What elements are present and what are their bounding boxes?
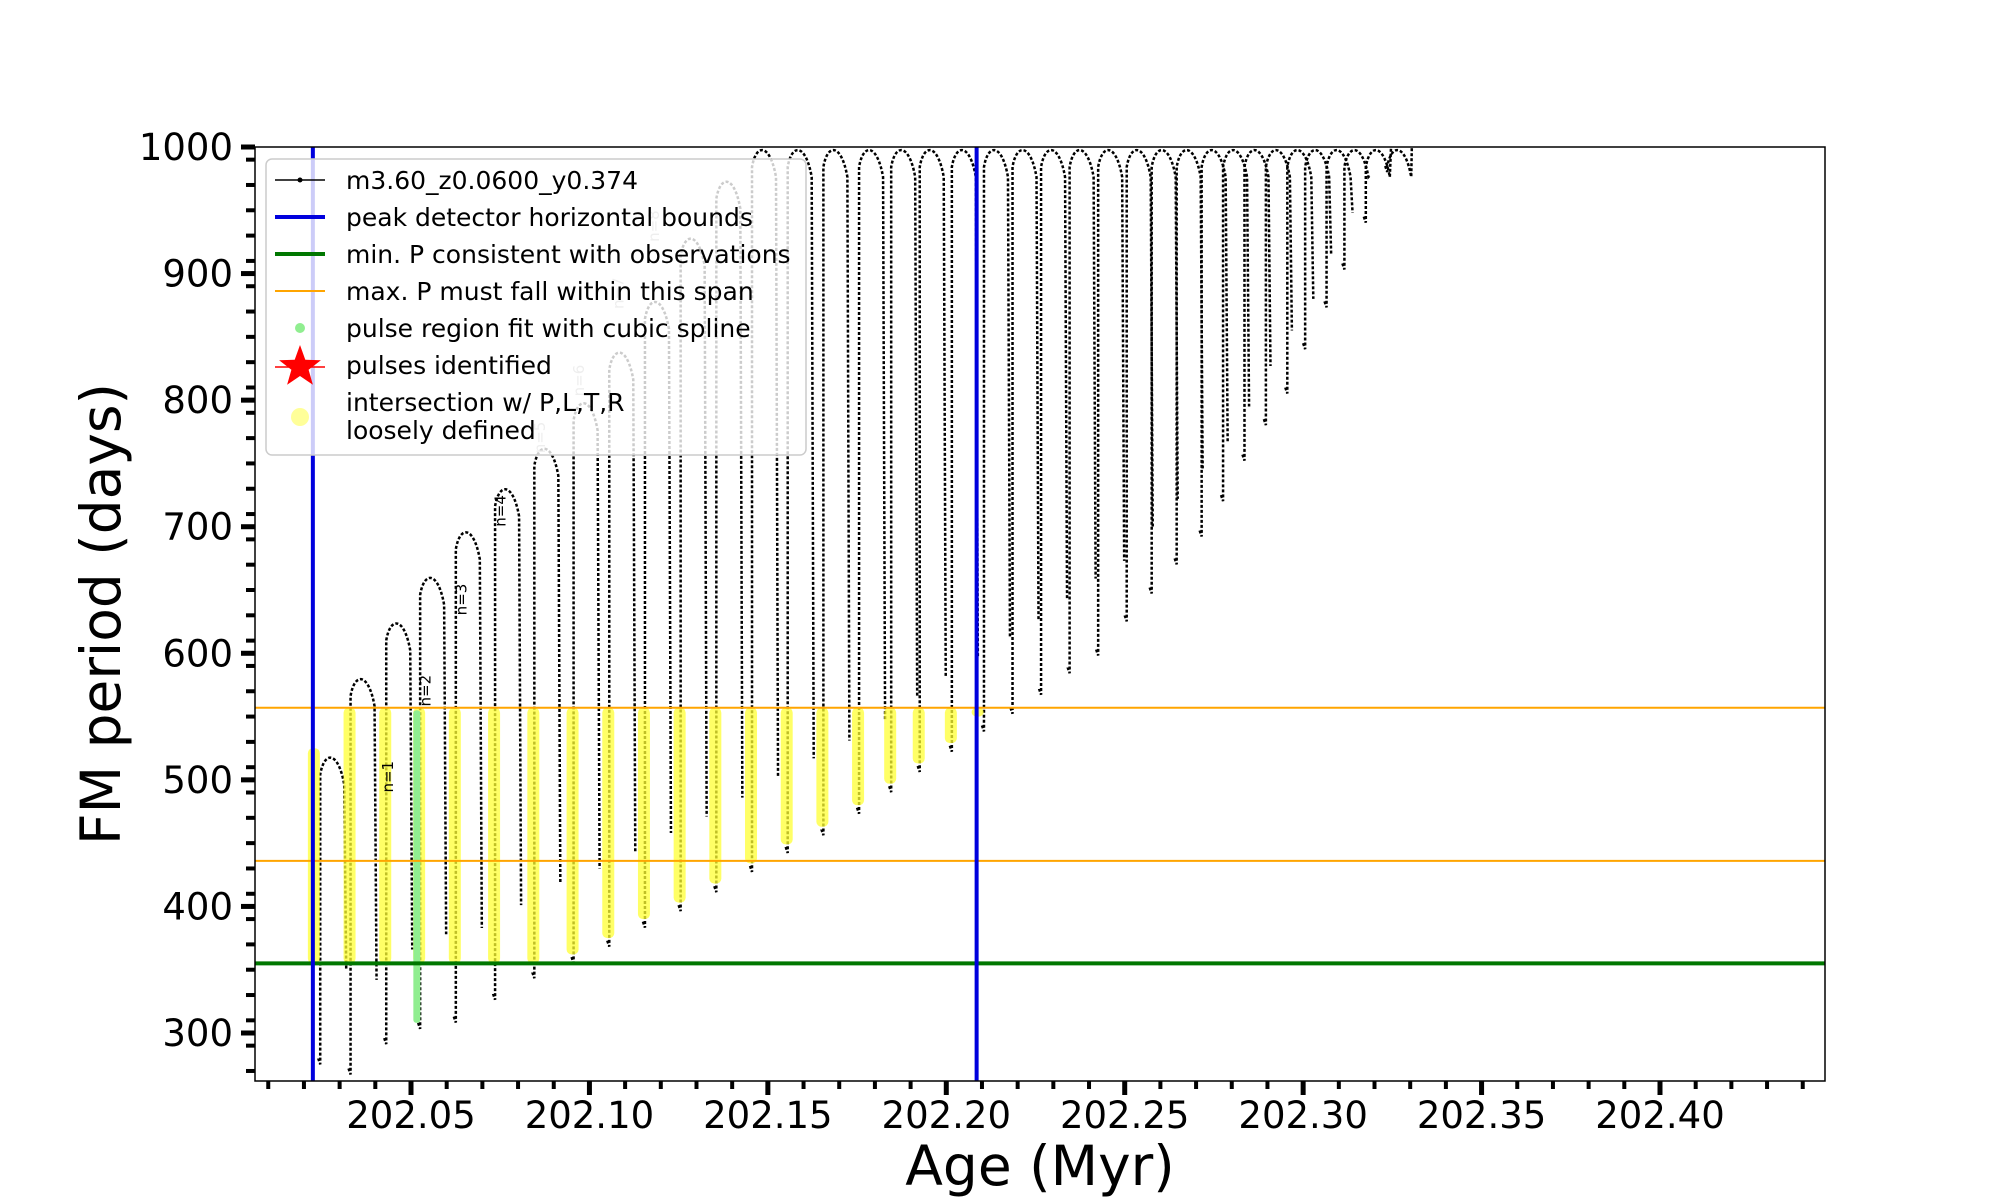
series-pulse xyxy=(888,148,919,793)
legend-label: min. P consistent with observations xyxy=(346,240,791,269)
series-pulse xyxy=(1284,148,1315,394)
series-pulse xyxy=(1362,147,1393,224)
x-tick-label: 202.15 xyxy=(703,1094,832,1137)
series-pulse xyxy=(855,148,887,815)
intersection-region xyxy=(379,707,392,964)
legend-marker xyxy=(297,177,303,183)
series-pulse xyxy=(1384,147,1414,178)
series-pulse xyxy=(416,576,448,1030)
series-pulse xyxy=(1241,148,1272,461)
legend-box xyxy=(265,158,807,456)
legend-label: peak detector horizontal bounds xyxy=(346,203,753,232)
x-tick-label: 202.10 xyxy=(525,1094,654,1137)
series-pulse xyxy=(1173,148,1204,565)
series-pulse xyxy=(1301,148,1333,350)
series-pulse xyxy=(1094,148,1126,656)
x-tick-label: 202.20 xyxy=(882,1094,1011,1137)
series-pulse xyxy=(491,488,523,1001)
y-tick-label: 600 xyxy=(162,632,233,675)
intersection-region xyxy=(780,707,793,845)
x-tick-label: 202.05 xyxy=(346,1094,475,1137)
series-pulse xyxy=(452,531,484,1023)
legend-marker xyxy=(295,323,305,333)
y-tick-label: 400 xyxy=(162,885,233,928)
intersection-region xyxy=(448,707,461,964)
tick-layer: 202.05 202.10 202.15 202.20 202.25 202.30 202.… xyxy=(139,126,1805,1137)
intersection-region xyxy=(944,707,957,744)
series-pulse xyxy=(383,622,414,1045)
intersection-region xyxy=(912,707,925,764)
series-pulse xyxy=(1323,148,1354,308)
spline-region xyxy=(413,710,421,1023)
intersection-region xyxy=(709,707,722,884)
intersection-region xyxy=(816,707,829,827)
intersection-region xyxy=(343,707,356,964)
legend-marker xyxy=(291,408,309,426)
pulse-number-label: n=1 xyxy=(379,761,397,793)
intersection-region xyxy=(602,707,615,939)
legend-label: loosely defined xyxy=(346,416,536,445)
intersection-region xyxy=(852,707,865,806)
intersection-region xyxy=(673,707,686,903)
legend-label: max. P must fall within this span xyxy=(346,277,754,306)
y-tick-label: 300 xyxy=(162,1012,233,1055)
x-axis-title: Age (Myr) xyxy=(905,1134,1174,1198)
series-pulse xyxy=(1066,148,1097,674)
series-pulse xyxy=(980,148,1012,732)
legend-label: pulse region fit with cubic spline xyxy=(346,314,751,343)
intersection-region xyxy=(488,707,501,964)
pulse-number-label: n=4 xyxy=(492,495,510,527)
y-tick-label: 900 xyxy=(162,253,233,296)
intersection-region xyxy=(566,707,579,955)
legend-label: pulses identified xyxy=(346,351,552,380)
series-pulse xyxy=(916,148,947,773)
y-tick-label: 1000 xyxy=(139,126,233,169)
series-pulse xyxy=(1123,148,1154,622)
y-axis-title: FM period (days) xyxy=(69,383,133,845)
x-tick-label: 202.25 xyxy=(1060,1094,1189,1137)
series-pulse xyxy=(820,148,851,836)
series-pulse xyxy=(1198,148,1229,537)
series-pulse xyxy=(1009,148,1040,715)
x-tick-label: 202.40 xyxy=(1595,1094,1724,1137)
y-tick-label: 700 xyxy=(162,506,233,549)
pulse-number-label: n=3 xyxy=(452,584,470,616)
y-tick-label: 500 xyxy=(162,759,233,802)
series-pulse xyxy=(1148,148,1179,594)
x-tick-label: 202.30 xyxy=(1238,1094,1367,1137)
legend-label: intersection w/ P,L,T,R xyxy=(346,388,625,417)
y-tick-label: 800 xyxy=(162,379,233,422)
legend-marker xyxy=(279,345,321,385)
series-pulse xyxy=(317,756,348,1065)
intersection-region xyxy=(884,707,897,784)
series-pulse xyxy=(347,677,378,1075)
series-pulse xyxy=(1219,148,1251,502)
pulse-number-label: n=2 xyxy=(417,675,435,707)
intersection-region xyxy=(745,707,758,864)
intersection-region xyxy=(527,707,540,964)
x-tick-label: 202.35 xyxy=(1417,1094,1546,1137)
legend-label: m3.60_z0.0600_y0.374 xyxy=(346,166,638,195)
intersection-region xyxy=(637,707,650,920)
